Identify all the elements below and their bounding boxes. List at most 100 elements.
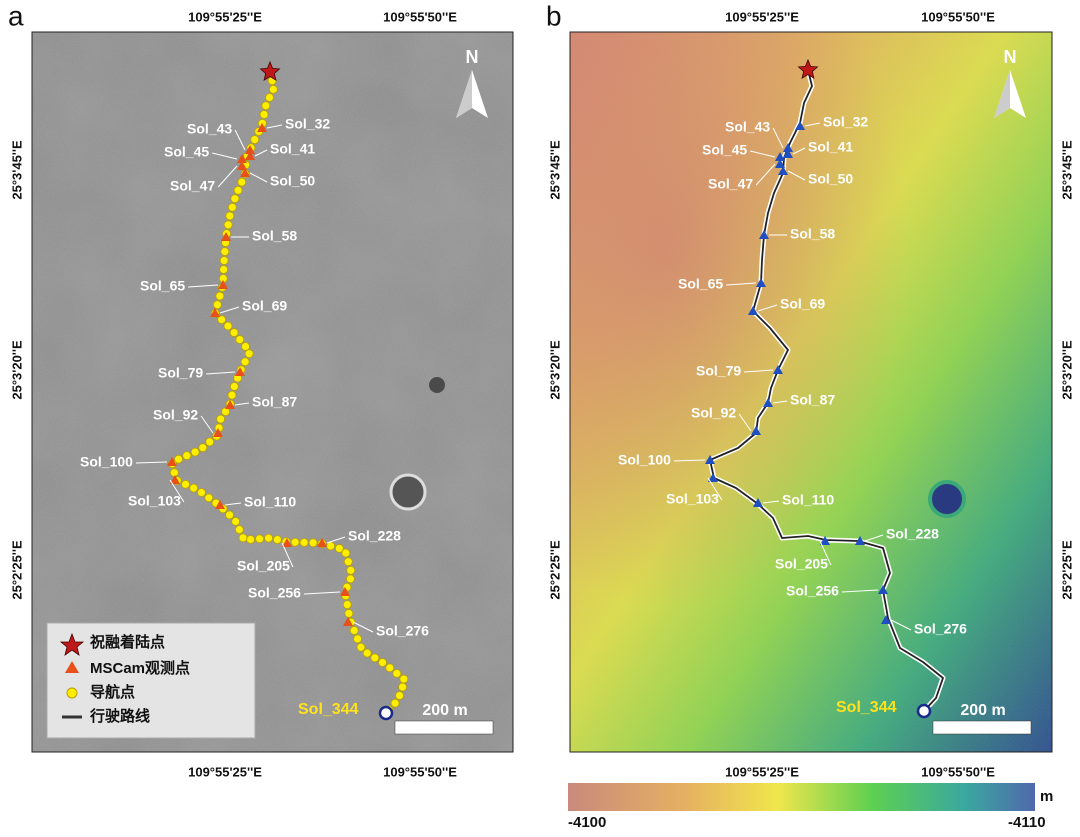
nav-point [234, 525, 244, 535]
latitude-label: 25°3'45''E [1059, 140, 1074, 200]
mscam-point [748, 306, 758, 315]
leader-line [707, 477, 723, 501]
mscam-point [215, 500, 225, 509]
mscam-point [855, 536, 865, 545]
mscam-point [317, 538, 327, 547]
sol-label: Sol_47 [708, 176, 753, 192]
nav-point [189, 483, 199, 493]
mscam-point [795, 121, 805, 130]
sol-label: Sol_100 [80, 454, 133, 470]
legend-label: 导航点 [90, 683, 135, 701]
nav-point [237, 177, 247, 187]
nav-point [217, 315, 227, 325]
leader-line [804, 122, 821, 127]
nav-point [231, 517, 241, 526]
leader-line [206, 371, 236, 375]
longitude-label: 109°55'50''E [921, 9, 995, 24]
north-arrow-shade [456, 70, 472, 118]
nav-point [342, 600, 352, 609]
nav-point [244, 349, 254, 359]
nav-point [343, 557, 353, 567]
leader-line [169, 479, 185, 503]
mscam-point [237, 161, 247, 170]
mscam-point [751, 426, 761, 435]
scale-label: 200 m [960, 702, 1005, 719]
mscam-point [820, 536, 830, 545]
sol-label: Sol_47 [170, 178, 215, 194]
mscam-point [340, 587, 350, 596]
route-layer [135, 60, 409, 721]
mscam-point [775, 152, 785, 161]
nav-point [190, 447, 200, 457]
mscam-point [783, 149, 793, 158]
nav-point [261, 101, 271, 111]
end-point [916, 703, 932, 719]
nav-point [238, 533, 248, 543]
nav-point [212, 300, 222, 310]
panel-a-image [31, 31, 514, 753]
sol-label: Sol_50 [270, 173, 315, 189]
nav-point [229, 328, 239, 337]
end-label: Sol_344 [298, 701, 359, 718]
north-arrow-shade [994, 70, 1010, 118]
nav-point [216, 414, 226, 424]
leader-line [841, 589, 879, 593]
colorbar: -4100 -4110 m [568, 783, 1053, 831]
nav-point [268, 84, 278, 94]
sol-label: Sol_100 [618, 452, 671, 468]
nav-point [385, 663, 395, 673]
scale-bar [932, 720, 1032, 735]
landing-site [797, 58, 819, 79]
nav-point [264, 533, 273, 543]
nav-point [233, 185, 243, 195]
nav-point [227, 202, 237, 212]
sol-label: Sol_65 [678, 276, 723, 292]
leader-line [219, 306, 240, 314]
nav-point [197, 488, 206, 497]
mscam-point [240, 168, 250, 177]
sol-label: Sol_110 [244, 494, 296, 510]
nav-point [349, 626, 359, 635]
mscam-point [783, 143, 793, 152]
nav-point [229, 382, 239, 391]
mscam-point [213, 428, 223, 437]
north-label: N [466, 47, 479, 67]
leader-line [757, 304, 778, 312]
sol-label: Sol_32 [823, 114, 868, 130]
nav-point [205, 437, 215, 447]
nav-point [362, 648, 372, 658]
legend-label: MSCam观测点 [90, 659, 190, 677]
leader-line [819, 540, 832, 566]
sol-label: Sol_256 [786, 583, 839, 599]
sol-label: Sol_58 [252, 228, 297, 244]
sol-label: Sol_50 [808, 171, 853, 187]
legend-label: 祝融着陆点 [90, 633, 165, 651]
nav-point [308, 538, 318, 548]
nav-point [390, 698, 400, 708]
mscam-point [705, 455, 715, 464]
sol-label: Sol_276 [376, 623, 429, 639]
sol-label: Sol_103 [666, 491, 719, 507]
longitude-label: 109°55'25''E [188, 764, 262, 779]
nav-point [235, 335, 245, 344]
sol-label: Sol_205 [237, 558, 290, 574]
nav-point [221, 407, 230, 417]
legend-label: 行驶路线 [89, 707, 150, 725]
mscam-point [245, 145, 255, 154]
leader-line [744, 369, 774, 373]
nav-point [341, 548, 351, 558]
leader-line [212, 152, 238, 160]
leader-line [755, 163, 776, 186]
nav-point [223, 220, 233, 230]
panel-label: b [546, 0, 562, 31]
nav-point [392, 669, 402, 678]
colorbar-unit: m [1040, 788, 1053, 805]
mscam-point [775, 159, 785, 168]
sol-label: Sol_43 [725, 119, 770, 135]
leader-line [254, 149, 268, 157]
nav-point [255, 534, 264, 544]
mscam-point [237, 154, 247, 163]
nav-point [378, 658, 387, 667]
leader-line [762, 500, 780, 504]
mscam-point [218, 280, 228, 289]
